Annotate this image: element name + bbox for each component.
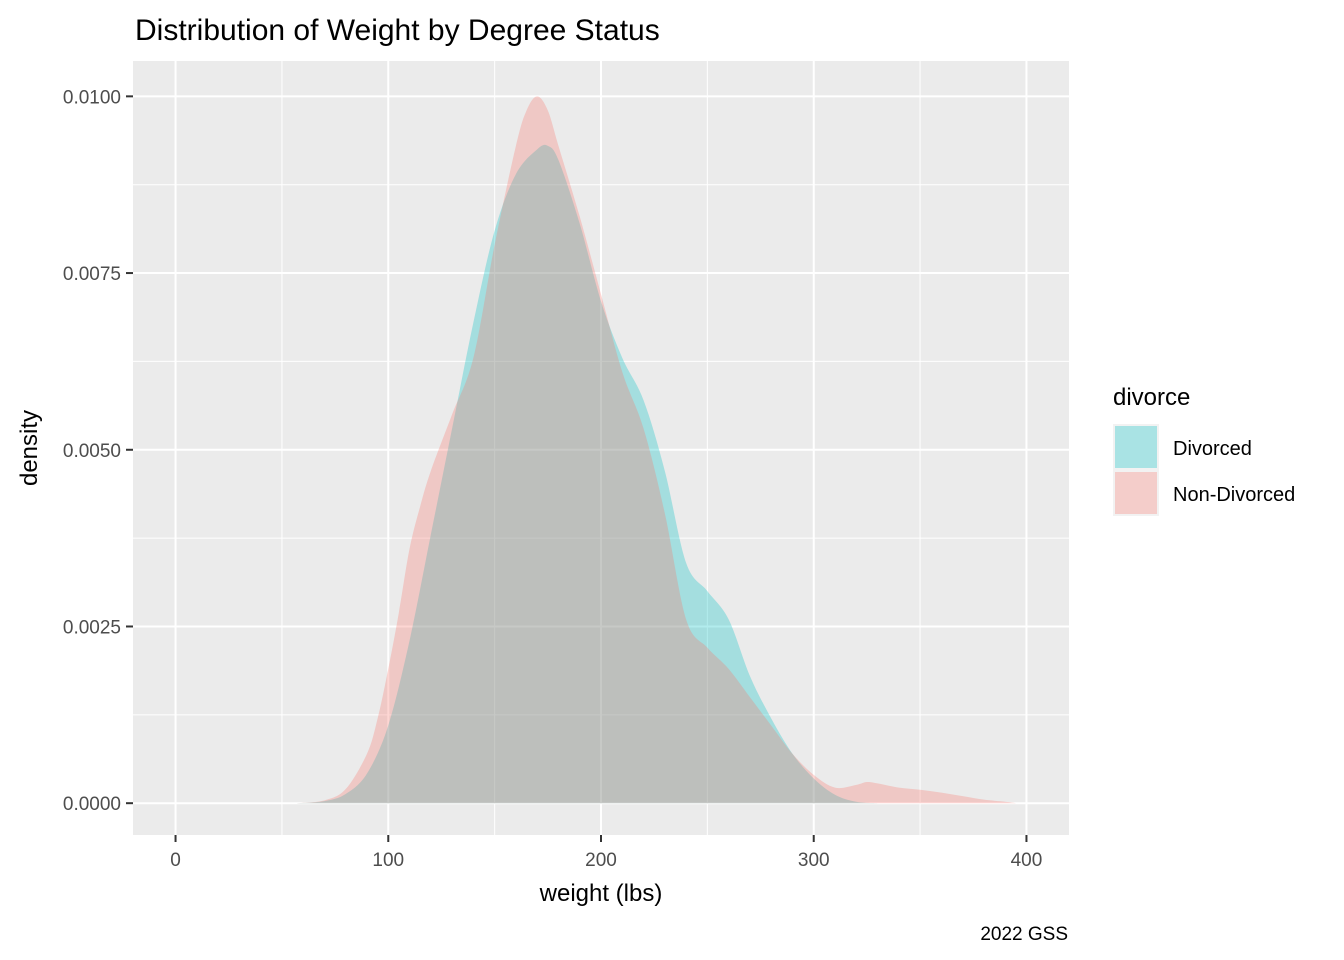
y-tick-label: 0.0000 [63,794,121,815]
x-tick-label: 400 [1011,850,1043,871]
x-tick-label: 0 [170,850,181,871]
chart-title: Distribution of Weight by Degree Status [135,14,660,47]
y-tick-label: 0.0025 [63,617,121,638]
y-tick-label: 0.0050 [63,441,121,462]
axis-tick-labels: 0 100 200 300 400 0.0000 0.0025 0.0050 0.0075 0.0… [63,87,1042,871]
legend-label: Divorced [1173,438,1252,460]
density-area-non-divorced [296,96,1016,804]
y-tick-label: 0.0075 [63,264,121,285]
density-areas [296,96,1016,804]
legend-key [1115,472,1157,514]
x-tick-label: 100 [372,850,404,871]
grid-major [133,61,1069,835]
y-axis-title: density [16,410,43,486]
caption: 2022 GSS [980,924,1068,945]
axis-ticks [126,95,1028,842]
legend-title: divorce [1113,384,1190,411]
x-tick-label: 200 [585,850,617,871]
legend-label: Non-Divorced [1173,484,1295,506]
legend-key-bg [1113,424,1159,470]
density-area-divorced [296,144,878,804]
legend: divorce Divorced Non-Divorced [1113,384,1295,516]
legend-key [1115,426,1157,468]
legend-key-bg [1113,470,1159,516]
x-tick-label: 300 [798,850,830,871]
x-axis-title: weight (lbs) [539,880,663,907]
y-tick-label: 0.0100 [63,87,121,108]
